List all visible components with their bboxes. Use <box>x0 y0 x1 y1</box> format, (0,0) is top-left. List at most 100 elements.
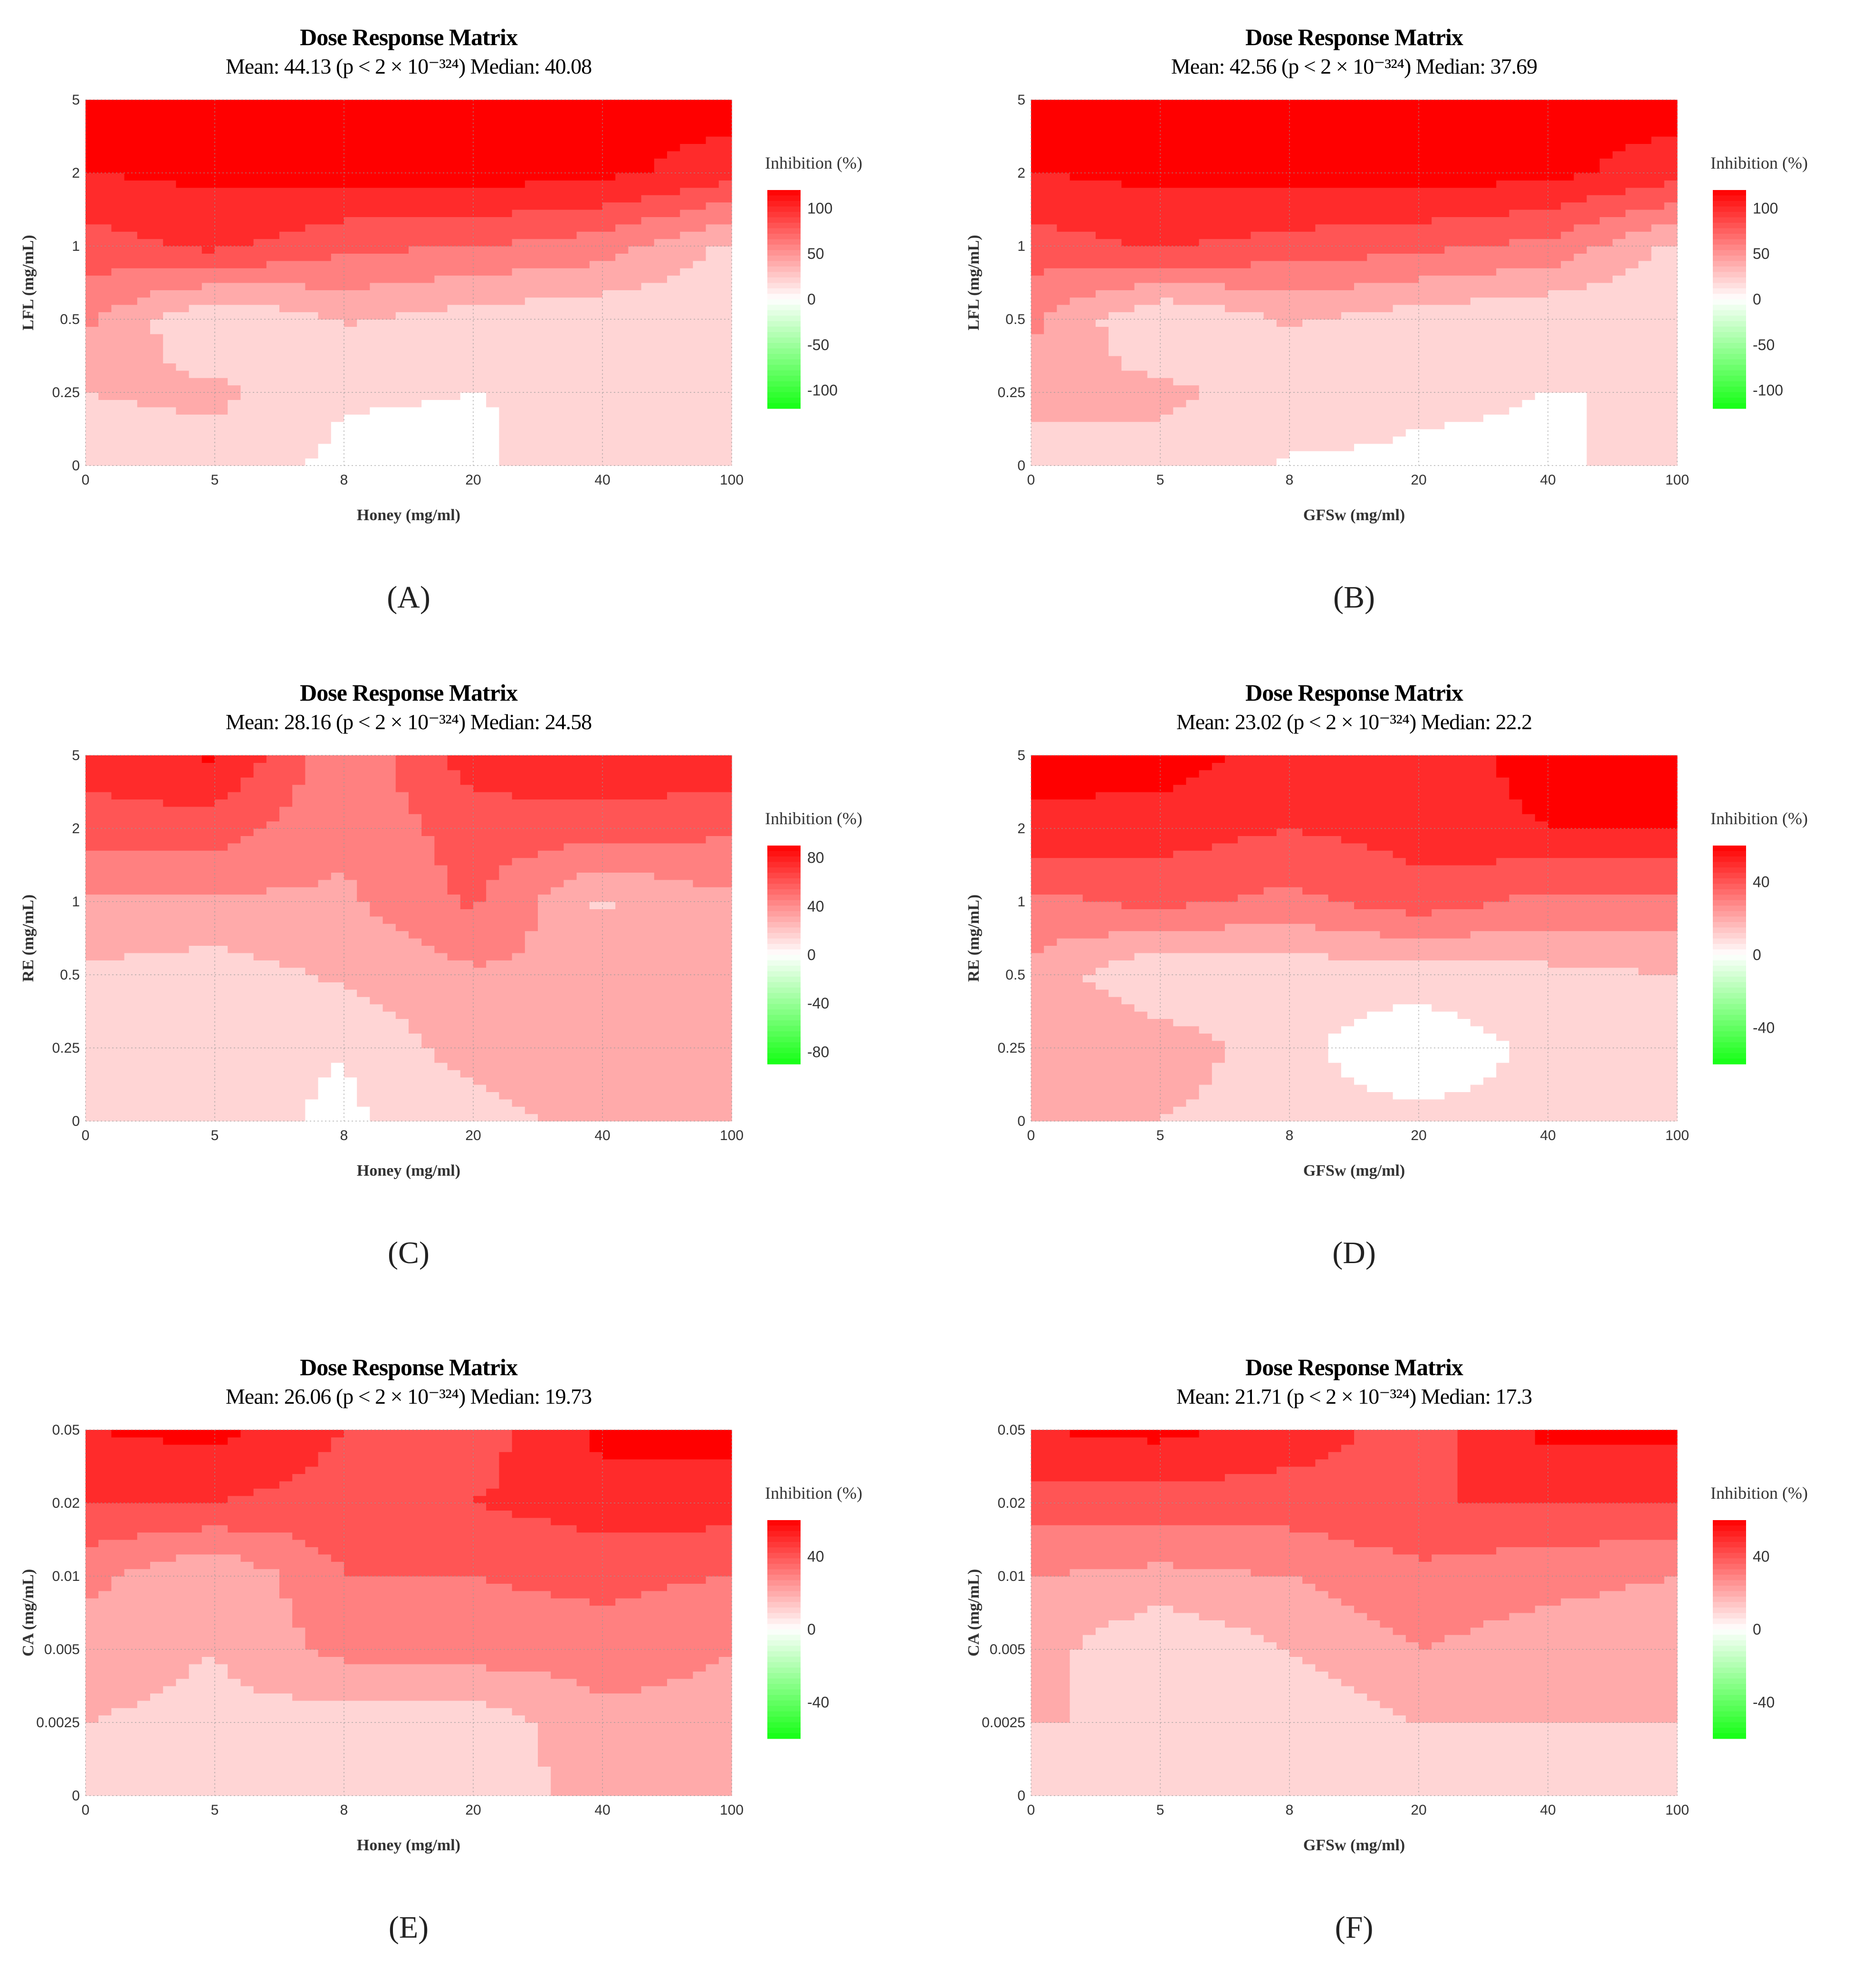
heatmap-cell <box>1496 421 1509 429</box>
heatmap-cell <box>1522 333 1536 342</box>
heatmap-cell <box>111 100 125 107</box>
heatmap-cell <box>486 231 499 239</box>
heatmap-cell <box>98 290 112 298</box>
heatmap-cell <box>615 107 629 115</box>
heatmap-cell <box>1160 209 1174 217</box>
heatmap-cell <box>667 100 680 107</box>
heatmap-cell <box>124 333 138 342</box>
heatmap-cell <box>628 180 642 188</box>
heatmap-cell <box>667 319 680 327</box>
heatmap-cell <box>344 290 357 298</box>
heatmap-cell <box>576 451 590 459</box>
heatmap-cell <box>279 385 293 393</box>
heatmap-cell <box>1341 195 1355 203</box>
heatmap-cell <box>1238 392 1251 400</box>
heatmap-cell <box>1561 173 1574 181</box>
heatmap-cell <box>434 443 448 451</box>
heatmap-cell <box>305 312 319 320</box>
heatmap-cell <box>1419 180 1432 188</box>
heatmap-cell <box>1625 326 1639 334</box>
heatmap-cell <box>98 436 112 444</box>
heatmap-cell <box>150 421 163 429</box>
heatmap-cell <box>1108 136 1122 144</box>
heatmap-cell <box>1276 333 1290 342</box>
heatmap-cell <box>98 100 112 107</box>
heatmap-cell <box>86 165 99 173</box>
heatmap-cell <box>1263 122 1277 130</box>
heatmap-cell <box>1341 414 1355 422</box>
heatmap-cell <box>1263 209 1277 217</box>
heatmap-cell <box>1599 173 1613 181</box>
heatmap-cell <box>1470 443 1484 451</box>
heatmap-cell <box>228 400 241 408</box>
heatmap-cell <box>1393 326 1406 334</box>
heatmap-cell <box>1393 231 1406 239</box>
heatmap-cell <box>1419 451 1432 459</box>
heatmap-cell <box>1199 158 1213 166</box>
heatmap-cell <box>1251 165 1264 173</box>
heatmap-cell <box>189 224 202 232</box>
heatmap-cell <box>1432 122 1445 130</box>
heatmap-cell <box>1470 333 1484 342</box>
heatmap-cell <box>124 268 138 276</box>
heatmap-cell <box>1432 246 1445 254</box>
heatmap-cell <box>382 114 396 122</box>
heatmap-cell <box>1561 436 1574 444</box>
heatmap-cell <box>150 436 163 444</box>
heatmap-cell <box>706 122 719 130</box>
heatmap-cell <box>1160 385 1174 393</box>
heatmap-cell <box>486 253 499 261</box>
heatmap-cell <box>150 283 163 290</box>
heatmap-cell <box>370 297 383 305</box>
heatmap-cell <box>292 151 306 159</box>
heatmap-cell <box>1031 341 1044 349</box>
heatmap-cell <box>1638 348 1652 356</box>
heatmap-cell <box>266 385 280 393</box>
heatmap-cell <box>86 268 99 276</box>
heatmap-cell <box>1069 165 1083 173</box>
heatmap-cell <box>1199 224 1213 232</box>
heatmap-cell <box>1276 429 1290 437</box>
heatmap-cell <box>1199 136 1213 144</box>
heatmap-cell <box>1212 114 1225 122</box>
heatmap-cell <box>460 356 474 363</box>
heatmap-cell <box>382 136 396 144</box>
heatmap-cell <box>1470 290 1484 298</box>
heatmap-cell <box>382 180 396 188</box>
heatmap-cell <box>318 173 332 181</box>
heatmap-cell <box>1160 356 1174 363</box>
heatmap-cell <box>150 312 163 320</box>
heatmap-cell <box>1121 202 1135 210</box>
heatmap-cell <box>1251 246 1264 254</box>
heatmap-cell <box>1613 304 1626 313</box>
heatmap-cell <box>240 180 254 188</box>
heatmap-cell <box>370 180 383 188</box>
heatmap-cell <box>1341 217 1355 225</box>
heatmap-cell <box>1212 363 1225 371</box>
heatmap-cell <box>266 407 280 415</box>
heatmap-cell <box>473 436 487 444</box>
heatmap-cell <box>1147 297 1161 305</box>
heatmap-cell <box>421 407 435 415</box>
heatmap-cell <box>1160 312 1174 320</box>
heatmap-cell <box>331 319 344 327</box>
heatmap-cell <box>189 107 202 115</box>
heatmap-cell <box>1405 209 1419 217</box>
heatmap-cell <box>111 268 125 276</box>
heatmap-cell <box>447 122 461 130</box>
heatmap-cell <box>1186 195 1200 203</box>
heatmap-cell <box>1199 246 1213 254</box>
heatmap-cell <box>1574 238 1587 247</box>
heatmap-cell <box>409 187 422 195</box>
heatmap-cell <box>1108 414 1122 422</box>
heatmap-cell <box>1238 173 1251 181</box>
heatmap-cell <box>641 231 655 239</box>
heatmap-cell <box>1173 356 1186 363</box>
heatmap-cell <box>512 400 525 408</box>
heatmap-cell <box>1251 129 1264 137</box>
heatmap-cell <box>473 319 487 327</box>
heatmap-cell <box>1432 283 1445 290</box>
heatmap-cell <box>189 363 202 371</box>
heatmap-cell <box>434 363 448 371</box>
heatmap-cell <box>1548 333 1561 342</box>
